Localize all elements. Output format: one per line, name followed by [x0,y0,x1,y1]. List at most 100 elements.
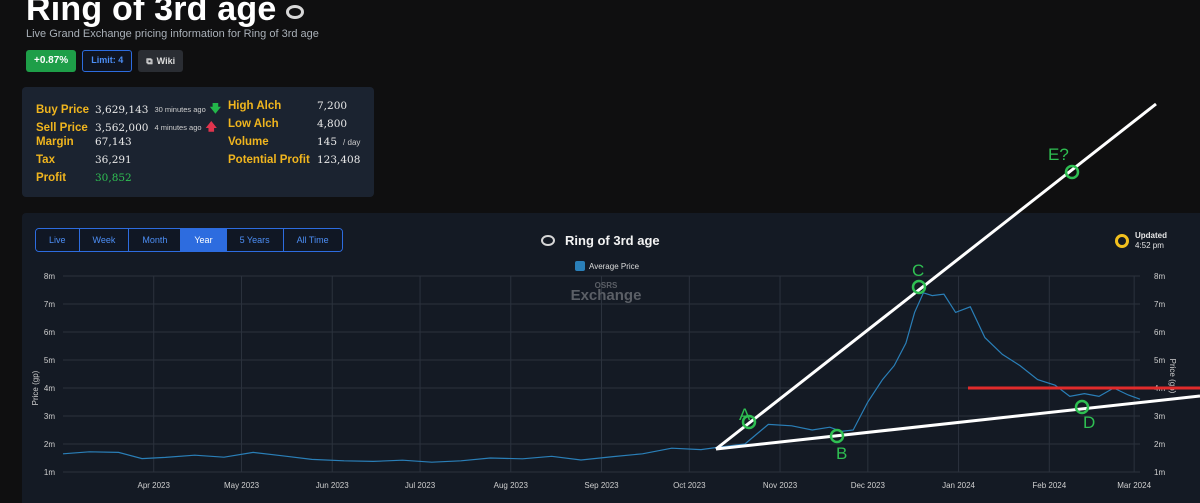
y-tick-label: 3m [44,412,55,421]
range-week-button[interactable]: Week [79,229,130,251]
profit-value: 30,852 [95,172,132,184]
margin-value: 67,143 [95,136,132,148]
tax-label: Tax [36,154,55,166]
x-axis: Apr 2023 May 2023 Jun 2023 Jul 2023 Aug 2023… [137,481,1151,490]
x-tick-label: Mar 2024 [1117,481,1151,490]
updated-indicator: Updated 4:52 pm [1115,231,1167,251]
volume-row: Volume 145 / day [228,136,360,148]
chart-title-text: Ring of 3rd age [565,233,660,248]
volume-value: 145 [317,136,338,148]
range-year-button[interactable]: Year [181,229,227,251]
external-link-icon: ⧉ [146,56,153,66]
high-alch-label: High Alch [228,100,282,112]
potential-profit-row: Potential Profit 123,408 [228,154,360,166]
x-tick-label: Jun 2023 [316,481,349,490]
watermark-small: OSRS [595,281,618,290]
y-tick-label: 1m [44,468,55,477]
item-name: Ring of 3rd age [26,0,277,28]
legend-swatch [575,261,585,271]
x-tick-label: Feb 2024 [1032,481,1066,490]
watermark-large: Exchange [571,287,642,304]
range-selector: Live Week Month Year 5 Years All Time [35,228,343,252]
x-tick-label: Aug 2023 [494,481,529,490]
chart-legend[interactable]: Average Price [575,261,639,271]
annotation-label: C [912,261,924,280]
x-tick-label: Oct 2023 [673,481,706,490]
buy-price-value: 3,629,143 [95,103,149,116]
wiki-label: Wiki [156,56,176,66]
x-tick-label: May 2023 [224,481,260,490]
y-axis-label-right: Price (gp) [1168,359,1177,394]
x-tick-label: Apr 2023 [137,481,170,490]
average-price-line [62,292,1141,463]
margin-label: Margin [36,136,74,148]
y-tick-label: 7m [44,300,55,309]
y-tick-label: 7m [1154,300,1165,309]
chart-container [22,213,1200,503]
low-alch-value: 4,800 [317,118,348,130]
y-axis-left: 1m 2m 3m 4m 5m 6m 7m 8m [44,272,55,477]
sell-price-row: Sell Price 3,562,000 4 minutes ago 🡅 [36,118,217,137]
sell-price-value: 3,562,000 [95,121,149,134]
y-tick-label: 4m [44,384,55,393]
tax-row: Tax 36,291 [36,154,132,166]
range-live-button[interactable]: Live [36,229,80,251]
updated-label: Updated [1135,231,1167,240]
high-alch-value: 7,200 [317,100,348,112]
up-arrow-icon: 🡅 [205,121,217,133]
y-tick-label: 6m [1154,328,1165,337]
page-subtitle: Live Grand Exchange pricing information … [26,28,319,40]
refresh-timer-icon [1115,234,1129,248]
range-all-time-button[interactable]: All Time [283,229,342,251]
x-tick-label: Sep 2023 [584,481,619,490]
y-tick-label: 5m [1154,356,1165,365]
annotation-marker [1064,164,1080,180]
y-axis-label-left: Price (gp) [31,370,40,405]
chart-title: Ring of 3rd age [541,233,660,248]
wiki-button[interactable]: ⧉ Wiki [138,50,184,72]
annotation-label: E? [1048,145,1069,164]
price-stats-panel: Buy Price 3,629,143 30 minutes ago 🡇 Sel… [22,87,374,197]
y-tick-label: 8m [44,272,55,281]
y-tick-label: 2m [1154,440,1165,449]
upper-trendline [715,102,1157,451]
range-month-button[interactable]: Month [129,229,182,251]
annotation-overlays: A B C D E? [715,102,1200,463]
buy-price-row: Buy Price 3,629,143 30 minutes ago 🡇 [36,100,221,119]
x-tick-label: Nov 2023 [763,481,798,490]
badge-row: +0.87% Limit: 4 ⧉ Wiki [26,50,184,72]
potential-profit-value: 123,408 [317,154,361,166]
ring-icon [286,4,305,19]
volume-label: Volume [228,136,269,148]
annotation-label: B [836,444,847,463]
annotation-label: D [1083,413,1095,432]
y-tick-label: 1m [1154,468,1165,477]
y-tick-label: 2m [44,440,55,449]
updated-time: 4:52 pm [1135,241,1164,250]
y-tick-label: 3m [1154,412,1165,421]
legend-label: Average Price [589,261,640,271]
potential-profit-label: Potential Profit [228,154,310,166]
ring-icon [541,235,555,246]
margin-row: Margin 67,143 [36,136,132,148]
chart-grid [63,275,1140,473]
page-title: Ring of 3rd age [26,0,305,29]
low-alch-row: Low Alch 4,800 [228,118,347,130]
annotation-marker [911,279,927,295]
low-alch-label: Low Alch [228,118,279,130]
tax-value: 36,291 [95,154,132,166]
y-tick-label: 6m [44,328,55,337]
buy-price-label: Buy Price [36,103,90,116]
limit-badge: Limit: 4 [82,50,133,72]
price-change-badge: +0.87% [26,50,77,72]
down-arrow-icon: 🡇 [209,103,222,115]
range-5-years-button[interactable]: 5 Years [226,229,284,251]
annotation-marker [1074,399,1090,415]
annotation-marker [829,428,845,444]
lower-trendline [715,394,1200,451]
sell-price-ago: 4 minutes ago [154,123,202,132]
annotation-label: A [739,405,751,424]
x-tick-label: Jul 2023 [405,481,436,490]
